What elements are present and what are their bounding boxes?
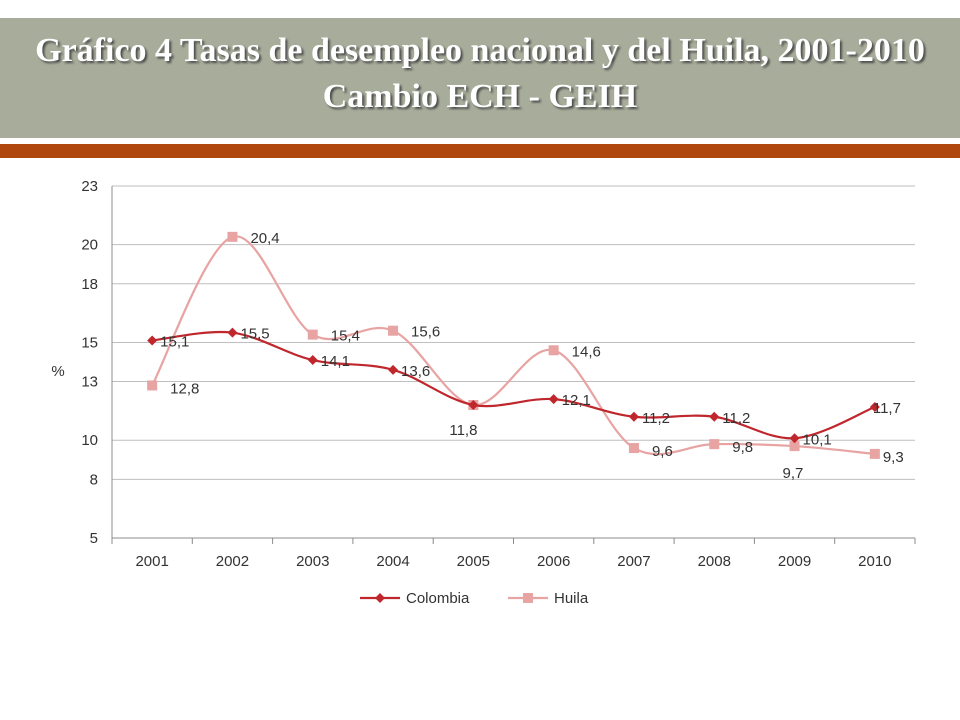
data-point-huila — [147, 380, 158, 391]
data-point-huila — [869, 448, 880, 459]
title-band: Gráfico 4 Tasas de desempleo nacional y … — [0, 18, 960, 141]
y-tick-label: 20 — [81, 237, 98, 254]
data-point-colombia — [709, 411, 720, 422]
data-point-huila — [227, 231, 238, 242]
series-line-colombia — [152, 330, 876, 440]
data-label-huila: 15,6 — [411, 324, 440, 341]
y-axis-ticks: 5 8 10 13 15 18 20 23 — [81, 178, 98, 547]
y-axis-label: % — [51, 363, 64, 380]
data-label-huila: 9,8 — [732, 439, 753, 456]
x-tick-label: 2003 — [296, 553, 329, 570]
y-tick-label: 23 — [81, 178, 98, 195]
x-tick-label: 2006 — [537, 553, 570, 570]
y-tick-label: 8 — [90, 471, 98, 488]
data-point-huila — [628, 443, 639, 454]
x-tick-label: 2002 — [216, 553, 249, 570]
data-point-colombia — [869, 401, 880, 412]
y-tick-label: 18 — [81, 276, 98, 293]
legend: Colombia Huila — [360, 590, 589, 607]
data-label-huila: 9,7 — [783, 465, 804, 482]
data-label-colombia: 13,6 — [401, 363, 430, 380]
data-point-colombia — [388, 364, 399, 375]
data-point-colombia — [548, 394, 559, 405]
legend-marker — [375, 593, 385, 603]
x-tick-label: 2010 — [858, 553, 891, 570]
data-point-colombia — [147, 335, 158, 346]
data-point-colombia — [789, 433, 800, 444]
data-point-huila — [709, 439, 720, 450]
data-label-colombia: 14,1 — [321, 353, 350, 370]
title-line-2: Cambio ECH - GEIH — [322, 78, 638, 115]
legend-marker — [523, 593, 533, 603]
data-label-colombia: 12,1 — [562, 392, 591, 409]
x-tick-label: 2009 — [778, 553, 811, 570]
data-label-colombia: 15,5 — [240, 326, 269, 343]
data-label-huila: 15,4 — [331, 328, 360, 345]
y-tick-label: 15 — [81, 334, 98, 351]
data-point-colombia — [628, 411, 639, 422]
data-point-colombia — [227, 327, 238, 338]
data-label-colombia: 11,2 — [642, 410, 670, 427]
data-label-huila: 20,4 — [250, 230, 279, 247]
unemployment-line-chart: 5 8 10 13 15 18 20 23 2001 2002 2003 2004 2005 2006 2… — [30, 168, 935, 628]
legend-label: Huila — [554, 590, 589, 607]
x-tick-label: 2004 — [376, 553, 409, 570]
accent-stripe — [0, 144, 960, 158]
legend-label: Colombia — [406, 590, 470, 607]
data-label-huila: 14,6 — [572, 343, 601, 360]
data-point-colombia — [307, 355, 318, 366]
data-label-huila: 11,8 — [449, 422, 477, 439]
data-label-huila: 9,3 — [883, 449, 904, 466]
data-point-colombia — [468, 400, 479, 411]
data-label-colombia: 10,1 — [803, 431, 832, 448]
data-point-huila — [789, 441, 800, 452]
data-point-huila — [388, 325, 399, 336]
series-layer: 15,1 15,5 14,1 13,6 12,1 11,2 11,2 10,1 11,7 12,8… — [147, 230, 904, 482]
y-tick-label: 13 — [81, 374, 98, 391]
data-label-huila: 9,6 — [652, 443, 673, 460]
x-axis-ticks: 2001 2002 2003 2004 2005 2006 2007 2008 2009 2010 — [135, 553, 891, 570]
data-point-huila — [548, 345, 559, 356]
data-label-huila: 12,8 — [170, 380, 199, 397]
x-tick-label: 2007 — [617, 553, 650, 570]
chart-title: Gráfico 4 Tasas de desempleo nacional y … — [0, 28, 960, 120]
data-point-huila — [307, 329, 318, 340]
y-tick-label: 5 — [90, 530, 98, 547]
data-label-colombia: 15,1 — [160, 333, 189, 350]
title-line-1: Gráfico 4 Tasas de desempleo nacional y … — [35, 32, 925, 69]
x-tick-label: 2008 — [698, 553, 731, 570]
data-label-colombia: 11,2 — [722, 410, 750, 427]
x-tick-label: 2001 — [135, 553, 168, 570]
data-label-colombia: 11,7 — [873, 400, 901, 417]
x-tick-label: 2005 — [457, 553, 490, 570]
y-tick-label: 10 — [81, 432, 98, 449]
gridlines — [111, 185, 916, 544]
series-line-huila — [151, 235, 875, 456]
